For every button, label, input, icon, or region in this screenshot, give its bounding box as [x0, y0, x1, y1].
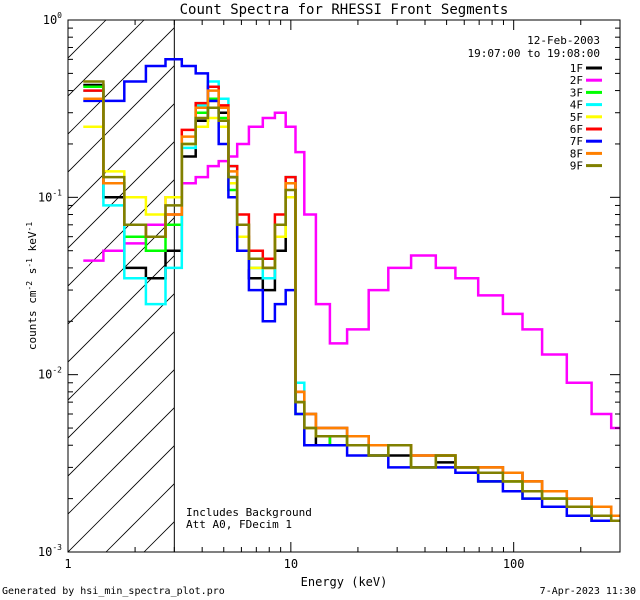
legend-label-1F: 1F: [570, 62, 583, 75]
y-label-exp3: -1: [25, 222, 34, 232]
chart-title: Count Spectra for RHESSI Front Segments: [180, 2, 509, 18]
hatch-line: [105, 483, 175, 552]
date-label: 12-Feb-2003: [527, 34, 600, 47]
legend-label-2F: 2F: [570, 74, 583, 87]
legend-label-7F: 7F: [570, 135, 583, 148]
y-label-exp2: -1: [25, 258, 34, 268]
time-range-label: 19:07:00 to 19:08:00: [468, 47, 600, 60]
annotation-background: Includes Background: [186, 506, 312, 519]
series-9F-line: [83, 80, 620, 523]
y-tick-label: 100: [43, 11, 62, 27]
hatch-line: [68, 217, 175, 325]
hatch-line: [68, 179, 175, 287]
hatch-line: [68, 331, 175, 439]
y-label-end: keV: [26, 231, 39, 258]
hatch-line: [68, 445, 175, 552]
legend-label-9F: 9F: [570, 160, 583, 173]
x-tick-label: 100: [503, 557, 525, 571]
legend-label-8F: 8F: [570, 147, 583, 160]
hatch-line: [68, 20, 69, 21]
y-axis-ticks: 100 10-1 10-2 10-3: [38, 11, 620, 559]
y-axis-label: counts cm-2 s-1 keV-1: [25, 222, 39, 350]
x-tick-label: 1: [64, 557, 71, 571]
legend-label-6F: 6F: [570, 123, 583, 136]
footer-generated-by: Generated by hsi_min_spectra_plot.pro: [2, 586, 225, 597]
x-axis-label: Energy (keV): [301, 575, 388, 589]
attenuated-hatch-region: [68, 20, 175, 552]
series-2F-line: [83, 111, 620, 430]
plot-frame: [67, 19, 621, 553]
y-label-exp1: -2: [25, 281, 34, 291]
hatch-line: [68, 369, 175, 477]
hatch-line: [68, 65, 175, 173]
hatch-line: [68, 255, 175, 363]
legend-label-4F: 4F: [570, 99, 583, 112]
hatch-line: [68, 407, 175, 515]
annotation-attenuator: Att A0, FDecim 1: [186, 518, 292, 531]
y-tick-label: 10-3: [38, 543, 62, 559]
hatch-line: [68, 103, 175, 211]
y-tick-label: 10-1: [38, 188, 62, 204]
y-label-main: counts cm: [26, 290, 39, 350]
y-tick-label: 10-2: [38, 366, 62, 382]
x-tick-label: 10: [284, 557, 298, 571]
y-label-mid: s: [26, 268, 39, 281]
hatch-line: [68, 27, 175, 135]
legend-label-3F: 3F: [570, 86, 583, 99]
series-group: [83, 58, 620, 523]
series-5F-line: [83, 116, 620, 523]
legend-label-5F: 5F: [570, 111, 583, 124]
footer-timestamp: 7-Apr-2023 11:30: [540, 586, 636, 597]
x-axis-ticks: 1 10 100: [64, 20, 621, 571]
